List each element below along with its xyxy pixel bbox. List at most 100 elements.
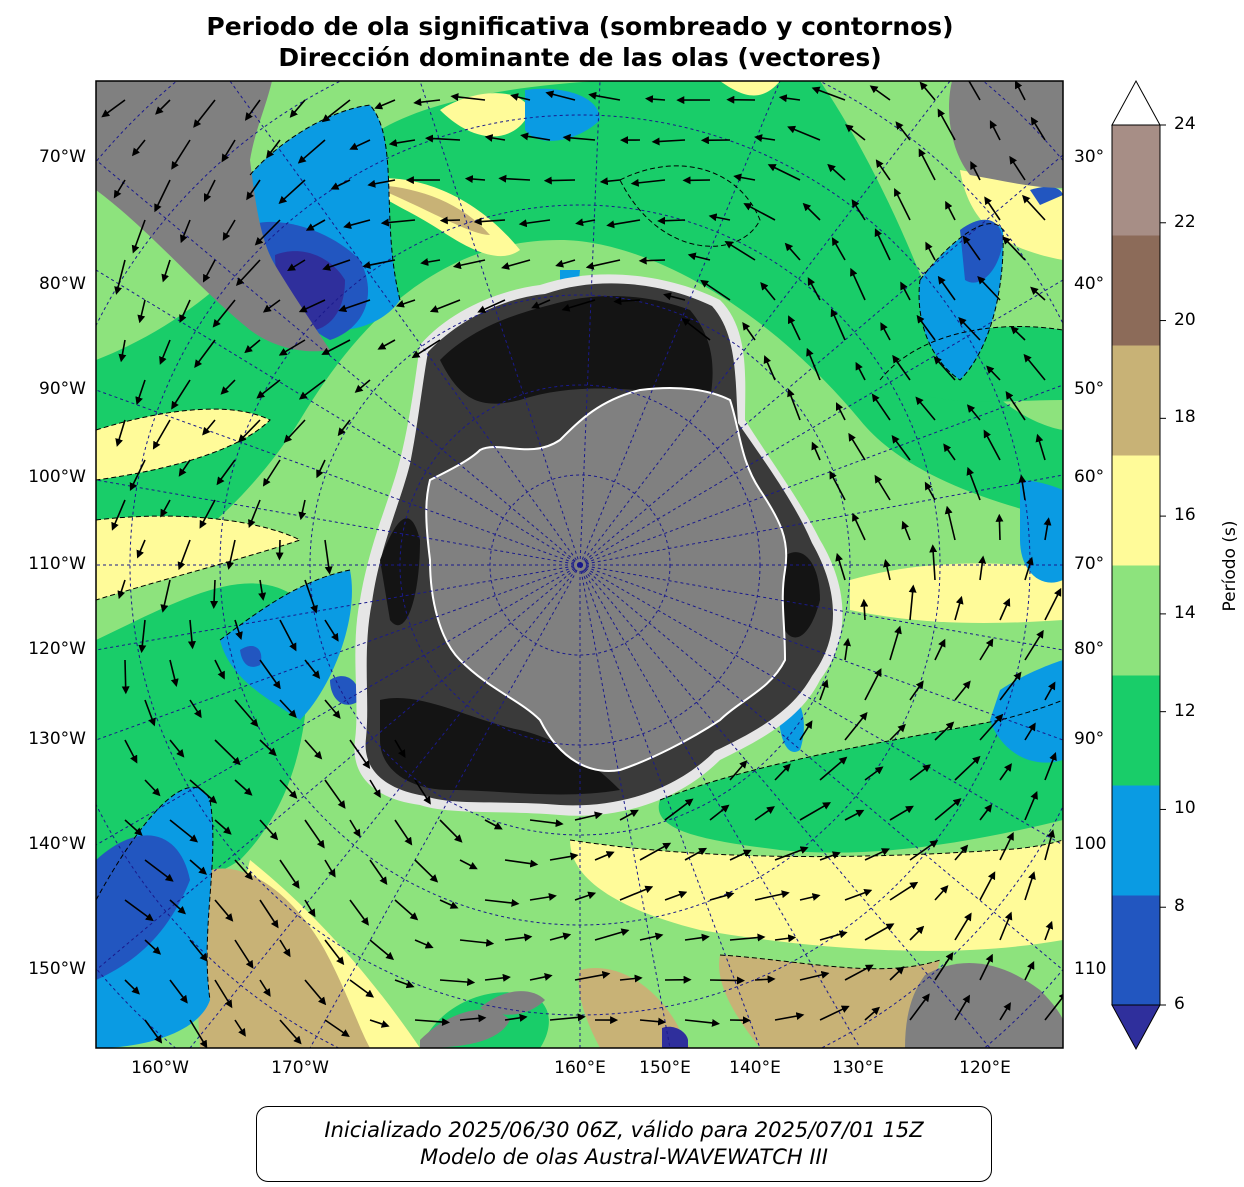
wave-vector-318 — [529, 893, 557, 901]
colorbar-segment-1 — [1112, 785, 1160, 896]
wave-vector-84 — [114, 259, 126, 295]
wave-vector-45 — [246, 179, 261, 201]
wave-vector-374 — [234, 1019, 246, 1037]
wave-vector-44 — [204, 179, 216, 202]
wave-vector-208 — [138, 619, 147, 654]
colorbar-tick-label-5: 16 — [1174, 505, 1196, 526]
colorbar-tick-label-4: 14 — [1174, 602, 1196, 623]
wave-vector-388 — [864, 1006, 881, 1021]
footer-line1: Inicializado 2025/06/30 06Z, válido para… — [324, 1118, 924, 1142]
wave-vector-98 — [724, 240, 756, 261]
wave-vector-330 — [144, 939, 162, 955]
wave-vector-311 — [214, 899, 234, 922]
wave-vector-145 — [256, 379, 281, 399]
wave-vector-245 — [394, 739, 406, 759]
land-areas — [96, 81, 1063, 1048]
wave-vector-296 — [504, 859, 539, 868]
wave-vector-197 — [1043, 517, 1052, 541]
wave-vector-107 — [212, 299, 236, 328]
wave-vector-174 — [891, 434, 911, 461]
wave-vector-258 — [414, 779, 431, 805]
wave-vector-51 — [498, 174, 531, 183]
wave-vector-239 — [124, 739, 138, 764]
wave-vector-326 — [889, 881, 919, 901]
wave-vector-260 — [774, 763, 791, 781]
wave-vector-259 — [729, 760, 748, 781]
wave-vector-322 — [709, 891, 735, 901]
wave-vector-235 — [909, 680, 924, 701]
graticule — [96, 81, 1063, 1048]
wave-vector-184 — [874, 474, 891, 501]
wave-vector-341 — [639, 932, 664, 941]
wave-vector-54 — [630, 178, 666, 187]
wave-vector-65 — [222, 219, 236, 241]
wave-vector-273 — [394, 819, 413, 846]
wave-vector-243 — [304, 739, 323, 760]
wave-vector-6 — [374, 99, 396, 110]
wave-vector-373 — [189, 1019, 208, 1048]
wave-vector-371 — [1024, 960, 1035, 981]
wave-vector-200 — [210, 579, 219, 609]
wave-vector-27 — [388, 138, 416, 147]
wave-vector-180 — [199, 499, 216, 529]
wave-vector-214 — [908, 584, 917, 621]
bottom-lon-label-0: 160°W — [131, 1058, 189, 1078]
wave-vector-327 — [934, 885, 949, 901]
wave-vector-372 — [144, 1019, 163, 1044]
colorbar-segment-5 — [1112, 345, 1160, 456]
wave-vector-72 — [518, 219, 551, 228]
wave-vector-255 — [279, 779, 298, 799]
wave-vector-348 — [954, 912, 972, 941]
wave-vector-164 — [915, 396, 936, 421]
wave-vector-325 — [844, 888, 873, 901]
wave-vector-1 — [155, 99, 171, 115]
wave-vector-194 — [901, 520, 911, 541]
wave-vector-26 — [349, 139, 371, 150]
wave-vector-352 — [169, 979, 188, 1004]
wave-vector-124 — [977, 275, 1001, 301]
wave-vector-156 — [152, 419, 171, 450]
wave-vector-143 — [171, 379, 191, 410]
wave-vector-129 — [244, 339, 261, 354]
wave-vector-269 — [214, 819, 232, 835]
wave-vector-175 — [943, 443, 956, 461]
wave-vector-3 — [244, 99, 261, 121]
right-lat-label-3: 60° — [1074, 467, 1105, 487]
wave-vector-303 — [819, 851, 841, 861]
wave-vector-38 — [895, 121, 911, 141]
wave-vector-324 — [799, 893, 821, 901]
wave-vector-99 — [784, 242, 801, 261]
wave-vector-62 — [1009, 155, 1026, 181]
wave-vector-343 — [729, 933, 766, 942]
wave-vector-353 — [214, 979, 233, 1009]
wave-vector-335 — [369, 939, 395, 961]
wave-vector-357 — [394, 979, 415, 989]
wave-vector-115 — [561, 299, 596, 312]
left-lon-label-5: 120°W — [28, 639, 86, 659]
bottom-lon-label-1: 170°W — [271, 1058, 329, 1078]
wave-vector-292 — [324, 859, 336, 878]
wave-vector-187 — [1018, 474, 1027, 501]
wave-vector-333 — [279, 939, 291, 958]
wave-vector-309 — [124, 899, 154, 922]
wave-vector-153 — [986, 365, 1001, 381]
wave-vector-238 — [1044, 681, 1056, 701]
wave-vector-390 — [954, 994, 971, 1021]
wave-vector-46 — [278, 179, 306, 205]
wave-vector-285 — [934, 798, 962, 821]
wave-vector-242 — [259, 739, 277, 757]
wave-vector-384 — [684, 1018, 720, 1027]
wave-vector-151 — [892, 354, 911, 381]
wave-vector-91 — [420, 258, 441, 266]
bottom-lon-label-6: 120°E — [959, 1058, 1011, 1078]
wave-vector-19 — [968, 81, 981, 101]
wave-vector-105 — [137, 299, 146, 324]
wave-vector-205 — [929, 544, 938, 581]
wave-vector-78 — [802, 202, 821, 221]
wave-vector-182 — [298, 499, 307, 521]
wave-vector-149 — [806, 347, 821, 381]
wave-vector-150 — [855, 361, 866, 381]
wave-vector-131 — [321, 339, 351, 355]
left-lon-label-7: 140°W — [28, 834, 86, 854]
wave-vector-278 — [619, 809, 639, 821]
